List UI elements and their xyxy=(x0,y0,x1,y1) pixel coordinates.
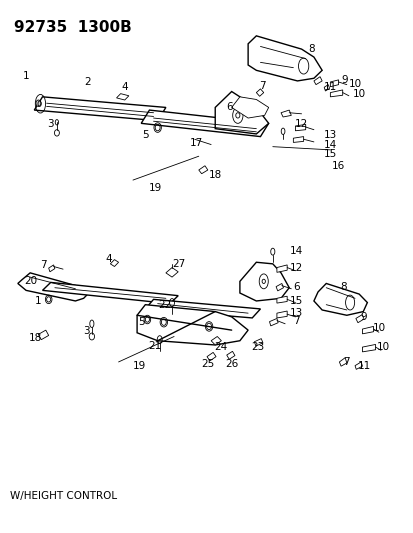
Polygon shape xyxy=(145,300,260,318)
Polygon shape xyxy=(293,136,303,142)
Polygon shape xyxy=(166,268,178,277)
Text: 9: 9 xyxy=(341,75,347,85)
Text: 12: 12 xyxy=(294,119,307,130)
Text: 7: 7 xyxy=(40,261,47,270)
Polygon shape xyxy=(256,89,263,96)
Polygon shape xyxy=(354,362,361,369)
Text: 18: 18 xyxy=(28,333,42,343)
Text: 1: 1 xyxy=(35,296,42,306)
Polygon shape xyxy=(313,284,366,316)
Polygon shape xyxy=(49,265,55,272)
Polygon shape xyxy=(275,284,283,291)
Text: 5: 5 xyxy=(142,130,148,140)
Text: 5: 5 xyxy=(138,317,144,327)
Text: 10: 10 xyxy=(348,78,361,88)
Polygon shape xyxy=(116,94,128,100)
Text: 10: 10 xyxy=(376,342,389,352)
Polygon shape xyxy=(247,36,321,81)
Text: 21: 21 xyxy=(148,341,161,351)
Text: 3: 3 xyxy=(47,119,54,130)
Text: 10: 10 xyxy=(372,323,385,333)
Polygon shape xyxy=(34,97,166,120)
Polygon shape xyxy=(361,326,373,334)
Text: 7: 7 xyxy=(343,357,349,367)
Polygon shape xyxy=(339,358,346,366)
Polygon shape xyxy=(330,80,338,87)
Text: 15: 15 xyxy=(290,296,303,306)
Text: 8: 8 xyxy=(339,281,346,292)
Text: W/HEIGHT CONTROL: W/HEIGHT CONTROL xyxy=(9,490,116,500)
Text: 3: 3 xyxy=(83,326,90,336)
Text: 15: 15 xyxy=(323,149,336,159)
Text: 10: 10 xyxy=(352,89,365,99)
Text: 20: 20 xyxy=(24,276,38,286)
Polygon shape xyxy=(355,315,363,322)
Text: 6: 6 xyxy=(293,281,299,292)
Polygon shape xyxy=(215,92,268,134)
Polygon shape xyxy=(313,77,321,85)
Polygon shape xyxy=(276,265,287,272)
Text: 92735  1300B: 92735 1300B xyxy=(14,20,131,35)
Text: 8: 8 xyxy=(308,44,314,54)
Text: 16: 16 xyxy=(331,161,344,171)
Text: 11: 11 xyxy=(356,361,370,371)
Polygon shape xyxy=(276,311,287,318)
Text: 14: 14 xyxy=(290,246,303,256)
Polygon shape xyxy=(231,97,268,118)
Text: 7: 7 xyxy=(293,316,299,326)
Polygon shape xyxy=(226,351,235,359)
Polygon shape xyxy=(38,330,49,340)
Text: 22: 22 xyxy=(158,300,171,310)
Polygon shape xyxy=(276,296,287,303)
Text: 4: 4 xyxy=(121,82,128,92)
Text: 13: 13 xyxy=(323,130,336,140)
Polygon shape xyxy=(239,262,289,301)
Polygon shape xyxy=(211,336,221,345)
Text: 18: 18 xyxy=(208,171,221,180)
Text: 19: 19 xyxy=(149,183,162,193)
Polygon shape xyxy=(43,282,178,304)
Text: 2: 2 xyxy=(84,77,91,87)
Text: 11: 11 xyxy=(323,82,336,92)
Polygon shape xyxy=(18,273,88,301)
Text: 14: 14 xyxy=(323,140,336,150)
Polygon shape xyxy=(141,110,268,136)
Polygon shape xyxy=(137,305,247,345)
Text: 17: 17 xyxy=(190,139,203,149)
Polygon shape xyxy=(280,110,291,117)
Ellipse shape xyxy=(36,100,41,107)
Text: 4: 4 xyxy=(106,254,112,263)
Polygon shape xyxy=(110,260,118,266)
Polygon shape xyxy=(323,85,329,91)
Text: 24: 24 xyxy=(214,342,227,352)
Polygon shape xyxy=(361,344,375,352)
Polygon shape xyxy=(269,318,278,326)
Polygon shape xyxy=(295,124,305,131)
Polygon shape xyxy=(198,166,207,174)
Text: 19: 19 xyxy=(132,361,145,370)
Text: 12: 12 xyxy=(290,263,303,272)
Text: 23: 23 xyxy=(251,342,264,352)
Text: 13: 13 xyxy=(290,308,303,318)
Polygon shape xyxy=(330,90,342,97)
Text: 27: 27 xyxy=(172,260,185,269)
Text: 25: 25 xyxy=(201,359,214,369)
Text: 26: 26 xyxy=(225,359,238,369)
Text: 1: 1 xyxy=(23,70,29,80)
Polygon shape xyxy=(206,352,216,361)
Text: 6: 6 xyxy=(226,102,233,112)
Text: 9: 9 xyxy=(359,312,366,322)
Polygon shape xyxy=(254,338,262,346)
Text: 7: 7 xyxy=(259,81,265,91)
